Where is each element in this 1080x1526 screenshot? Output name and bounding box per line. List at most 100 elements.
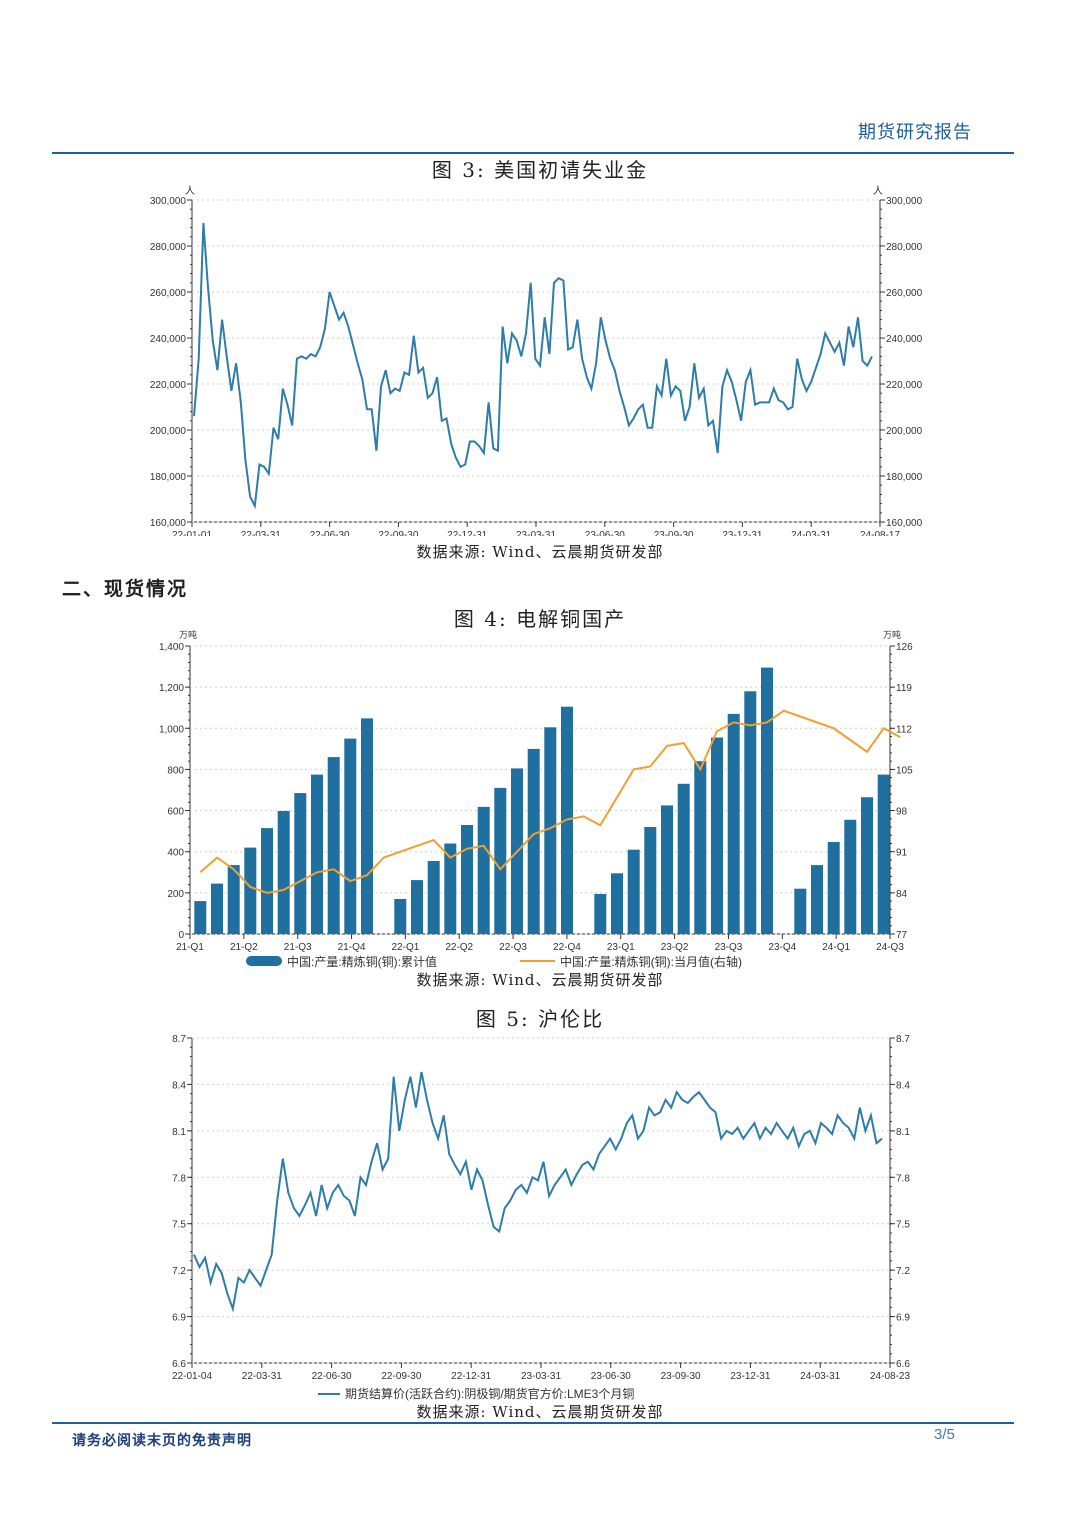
y-tick-label: 180,000 [150,472,187,483]
x-tick-label: 21-Q2 [230,942,258,953]
bar [811,865,823,934]
x-tick-label: 23-09-30 [661,1371,701,1382]
report-header-label: 期货研究报告 [858,122,972,143]
bar [427,861,440,934]
figure-3-chart: 160,000 160,000 180,000 180,000 200,000 200,0… [150,185,923,536]
y-tick-label: 6.6 [172,1359,186,1370]
x-tick-label: 22-12-31 [451,1371,491,1382]
bar [677,783,690,934]
y-unit-left: 万吨 [179,629,197,640]
y-tick-label: 280,000 [150,242,187,253]
x-tick-label: 23-Q1 [607,942,635,953]
y-unit-right: 万吨 [883,629,901,640]
x-tick-label: 23-Q3 [715,942,743,953]
y-tick-label: 6.9 [172,1313,186,1324]
x-tick-label: 23-03-31 [516,530,556,536]
y-tick-label-right: 112 [896,724,912,735]
x-tick-label: 22-01-04 [172,1371,212,1382]
bar [744,691,757,934]
x-tick-label: 23-03-31 [521,1371,561,1382]
bar [294,793,307,934]
bar [527,748,540,934]
y-tick-label-right: 260,000 [886,288,923,299]
bar [411,880,423,934]
y-tick-label-right: 160,000 [886,518,923,529]
x-tick-label: 22-06-30 [312,1371,352,1382]
figure-3-title: 图 3: 美国初请失业金 [431,158,649,182]
bar [594,893,607,934]
legend-label-line: 中国:产量:精炼铜(铜):当月值(右轴) [560,954,742,969]
x-tick-label: 21-Q1 [176,942,204,953]
y-tick-label: 7.2 [172,1266,186,1277]
x-tick-label: 22-Q3 [499,942,527,953]
bar [727,713,740,934]
x-tick-label: 22-01-01 [172,530,212,536]
x-tick-label: 21-Q3 [284,942,312,953]
series-line [193,1071,883,1313]
y-tick-label: 800 [167,765,184,776]
bar [644,827,657,934]
x-tick-label: 23-Q4 [768,942,796,953]
bar [544,727,557,934]
bar [277,811,290,934]
bar [827,842,840,934]
y-unit-right: 人 [873,185,883,197]
bar [244,847,257,934]
bar [311,774,323,934]
x-tick-label: 22-03-31 [242,1371,282,1382]
bar [694,761,707,934]
x-tick-label: 21-Q4 [338,942,366,953]
x-tick-label: 24-08-17 [860,530,900,536]
bar [344,738,357,934]
y-tick-label: 7.5 [172,1220,186,1231]
bar [611,873,623,934]
y-tick-label-right: 180,000 [886,472,923,483]
footer-disclaimer: 请务必阅读末页的免责声明 [72,1433,252,1449]
bar [861,797,873,934]
bar [227,865,240,934]
y-tick-label: 200 [167,889,184,900]
y-tick-label: 0 [178,930,184,941]
x-tick-label: 22-06-30 [310,530,350,536]
page-number: 3/5 [934,1426,955,1443]
footer-rule [52,1422,1014,1424]
x-tick-label: 23-12-31 [730,1371,770,1382]
legend-label-bar: 中国:产量:精炼铜(铜):累计值 [287,954,437,969]
y-tick-label: 400 [167,848,184,859]
bar [494,787,507,934]
y-tick-label-right: 8.7 [896,1034,910,1045]
y-tick-label-right: 6.6 [896,1359,910,1370]
x-tick-label: 22-Q2 [445,942,473,953]
x-tick-label: 24-03-31 [800,1371,840,1382]
y-tick-label-right: 7.2 [896,1266,910,1277]
x-tick-label: 24-03-31 [791,530,831,536]
x-tick-label: 23-12-31 [722,530,762,536]
bar [194,901,207,934]
y-tick-label: 600 [167,807,184,818]
figure-4-source: 数据来源: Wind、云晨期货研发部 [416,971,664,989]
figure-4-title: 图 4: 电解铜国产 [453,607,627,631]
series-line-monthly [199,709,901,894]
y-tick-label-right: 6.9 [896,1313,910,1324]
y-tick-label: 220,000 [150,380,187,391]
section-heading: 二、现货情况 [62,578,189,600]
legend-swatch-bar [246,956,282,966]
x-tick-label: 22-09-30 [381,1371,421,1382]
x-tick-label: 24-Q3 [876,942,904,953]
x-tick-label: 24-Q1 [822,942,850,953]
bar [877,774,890,934]
y-tick-label: 260,000 [150,288,187,299]
bar [711,737,723,934]
bar [844,819,857,934]
bar [661,805,673,934]
x-tick-label: 24-08-23 [870,1371,910,1382]
bar [461,825,473,934]
y-tick-label: 8.4 [172,1080,186,1091]
header-rule [52,152,1014,154]
y-unit-left: 人 [185,185,195,197]
x-tick-label: 23-09-30 [654,530,694,536]
y-tick-label-right: 91 [896,848,908,859]
y-tick-label: 1,400 [159,642,184,653]
bar [261,828,273,934]
x-tick-label: 23-06-30 [591,1371,631,1382]
